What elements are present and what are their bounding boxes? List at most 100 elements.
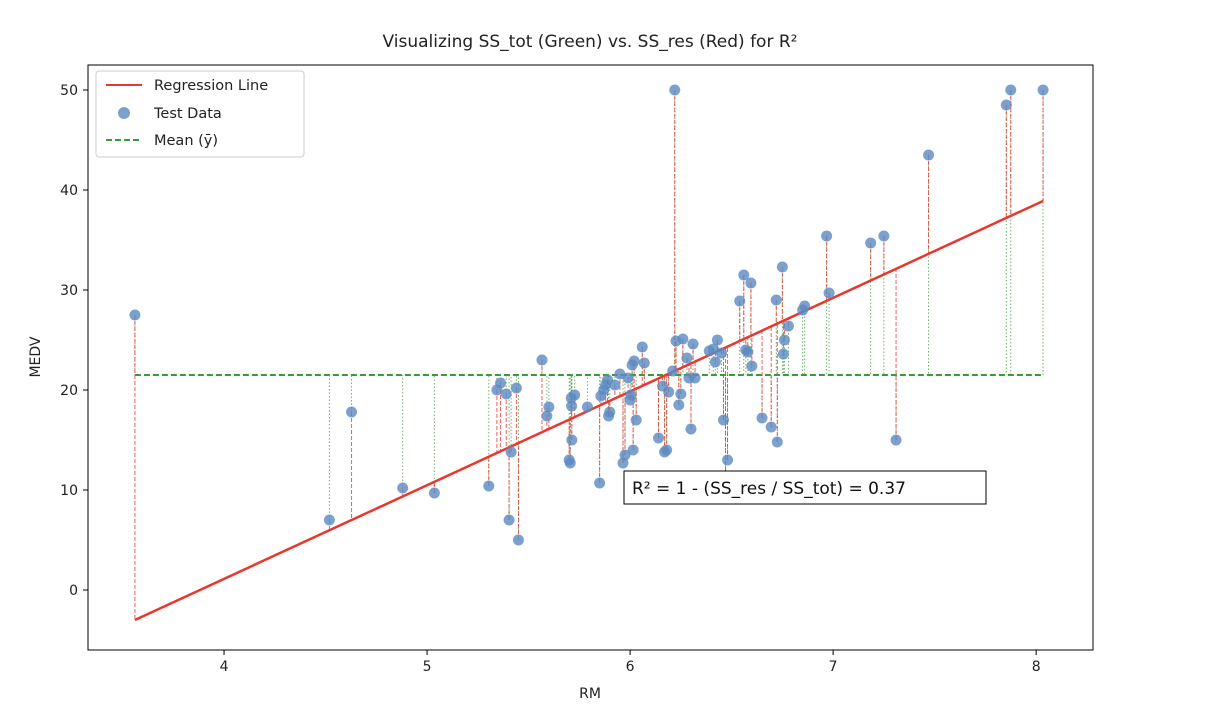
legend-mean-label: Mean (ȳ) xyxy=(154,133,218,149)
data-point xyxy=(1000,99,1012,111)
data-point xyxy=(709,356,721,368)
data-point xyxy=(483,480,495,492)
data-point xyxy=(614,368,626,380)
data-point xyxy=(745,277,757,289)
data-point xyxy=(503,514,515,526)
data-point xyxy=(777,348,789,360)
data-point xyxy=(566,400,578,412)
data-point xyxy=(638,357,650,369)
data-point xyxy=(636,341,648,353)
y-tick-label: 40 xyxy=(60,183,78,199)
data-point xyxy=(628,355,640,367)
data-point xyxy=(673,399,685,411)
data-point xyxy=(685,423,697,435)
data-point xyxy=(711,334,723,346)
chart-title: Visualizing SS_tot (Green) vs. SS_res (R… xyxy=(383,32,798,52)
annotation-text: R² = 1 - (SS_res / SS_tot) = 0.37 xyxy=(632,479,906,499)
data-point xyxy=(878,230,890,242)
data-point xyxy=(663,386,675,398)
data-point xyxy=(625,389,637,401)
data-point xyxy=(689,372,701,384)
data-point xyxy=(564,457,576,469)
data-point xyxy=(569,389,581,401)
data-point xyxy=(707,343,719,355)
legend-testdata-label: Test Data xyxy=(153,106,222,122)
legend-regression-label: Regression Line xyxy=(154,78,268,94)
data-point xyxy=(890,434,902,446)
data-point xyxy=(495,377,507,389)
data-point xyxy=(669,84,681,96)
legend-box xyxy=(95,70,305,158)
data-point xyxy=(823,287,835,299)
x-tick-label: 8 xyxy=(1032,659,1041,675)
data-point xyxy=(923,149,935,161)
x-tick-label: 4 xyxy=(220,659,229,675)
data-point xyxy=(771,436,783,448)
x-tick-label: 5 xyxy=(423,659,432,675)
data-point xyxy=(619,449,631,461)
data-point xyxy=(627,444,639,456)
data-point xyxy=(609,379,621,391)
data-point xyxy=(630,414,642,426)
data-point xyxy=(667,365,679,377)
data-point xyxy=(536,354,548,366)
y-tick-label: 50 xyxy=(60,83,78,99)
data-point xyxy=(346,406,358,418)
plot-frame xyxy=(87,64,1094,651)
data-point xyxy=(776,261,788,273)
data-point xyxy=(500,388,512,400)
y-tick-label: 30 xyxy=(60,283,78,299)
y-axis-label: MEDV xyxy=(28,336,44,377)
data-point xyxy=(675,388,687,400)
data-point xyxy=(1005,84,1017,96)
data-point xyxy=(594,477,606,489)
data-point xyxy=(738,269,750,281)
data-point xyxy=(428,487,440,499)
data-point xyxy=(541,410,553,422)
y-tick-label: 0 xyxy=(69,583,78,599)
y-tick-label: 20 xyxy=(60,383,78,399)
data-point xyxy=(681,352,693,364)
data-point xyxy=(581,401,593,413)
data-point xyxy=(510,382,522,394)
data-point xyxy=(543,401,555,413)
data-point xyxy=(746,360,758,372)
data-point xyxy=(715,347,727,359)
annotation-box xyxy=(623,470,987,505)
data-point xyxy=(323,514,335,526)
data-point xyxy=(653,432,665,444)
data-point xyxy=(677,333,689,345)
data-point xyxy=(765,421,777,433)
plot-area xyxy=(129,84,1049,622)
data-point xyxy=(505,446,517,458)
y-tick-label: 10 xyxy=(60,483,78,499)
data-point xyxy=(782,320,794,332)
data-point xyxy=(734,295,746,307)
data-point xyxy=(661,444,673,456)
y-axis: 0 10 20 30 40 50 xyxy=(60,83,88,599)
data-point xyxy=(687,338,699,350)
data-point xyxy=(397,482,409,494)
data-point xyxy=(512,534,524,546)
data-point xyxy=(717,414,729,426)
data-point xyxy=(566,434,578,446)
r2-annotation: R² = 1 - (SS_res / SS_tot) = 0.37 xyxy=(623,470,987,505)
data-point xyxy=(722,454,734,466)
data-point xyxy=(129,309,141,321)
data-point xyxy=(756,412,768,424)
data-point xyxy=(821,230,833,242)
legend-testdata-swatch xyxy=(118,107,130,119)
x-tick-label: 6 xyxy=(626,659,635,675)
data-point xyxy=(770,294,782,306)
x-axis-label: RM xyxy=(579,686,601,702)
data-point xyxy=(1037,84,1049,96)
data-point xyxy=(622,372,634,384)
data-point xyxy=(742,346,754,358)
data-point xyxy=(799,300,811,312)
data-point xyxy=(778,334,790,346)
x-tick-label: 7 xyxy=(829,659,838,675)
legend: Regression Line Test Data Mean (ȳ) xyxy=(95,70,305,158)
data-point xyxy=(865,237,877,249)
data-point xyxy=(604,406,616,418)
